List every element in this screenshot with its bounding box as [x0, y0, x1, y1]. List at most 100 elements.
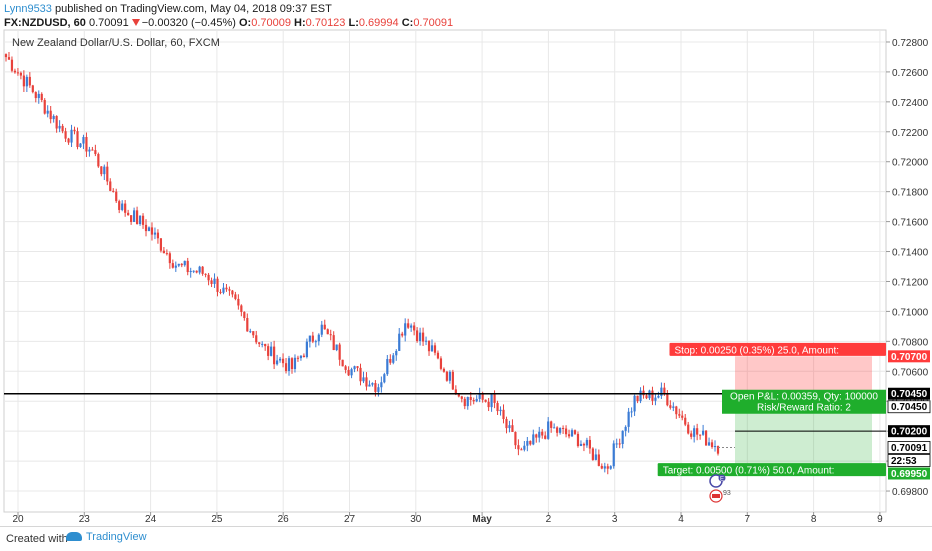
- candle: [135, 206, 139, 225]
- candle: [433, 342, 437, 356]
- price-tag-label: 0.70200: [891, 427, 928, 438]
- candle: [267, 343, 270, 361]
- rr-text: Risk/Reward Ratio: 2: [757, 403, 851, 414]
- candle: [112, 188, 115, 193]
- candle: [171, 259, 174, 269]
- tradingview-logo[interactable]: TradingView: [66, 531, 147, 543]
- price-tag-label: 0.70700: [891, 352, 928, 363]
- candle: [395, 349, 398, 361]
- candle: [207, 272, 210, 286]
- flag-event-icon[interactable]: 93: [709, 489, 731, 503]
- candle: [150, 222, 154, 241]
- candle: [91, 146, 94, 151]
- time-axis[interactable]: 20 23 24 25 26 27 30 May 2 3 4 7 8 9: [12, 512, 883, 525]
- candle: [538, 426, 541, 443]
- candle: [183, 260, 186, 267]
- y-tick-label: 0.72800: [892, 38, 929, 49]
- candle: [633, 394, 636, 416]
- stop-label-text: Stop: 0.00250 (0.35%) 25.0, Amount:: [675, 345, 840, 356]
- candle: [198, 265, 201, 275]
- candle: [523, 441, 526, 452]
- price-tag-label: 0.69950: [891, 469, 928, 480]
- candle: [418, 327, 422, 346]
- candle: [472, 397, 475, 405]
- candle: [52, 114, 55, 123]
- candle: [156, 229, 160, 244]
- candle: [314, 339, 317, 348]
- candle: [567, 429, 571, 439]
- candles: [4, 52, 720, 475]
- candle: [320, 320, 323, 338]
- y-tick-label: 0.72400: [892, 98, 929, 109]
- position-labels: Stop: 0.00250 (0.35%) 25.0, Amount: Open …: [657, 342, 886, 477]
- candle: [559, 427, 562, 435]
- price-tag-label: 0.70091: [891, 443, 928, 454]
- candle: [672, 402, 675, 412]
- event-label: E: [720, 476, 724, 482]
- candle: [404, 318, 407, 342]
- open-value: 0.70009: [251, 17, 291, 29]
- x-tick-label: 25: [211, 514, 223, 525]
- candle: [585, 437, 589, 448]
- earnings-event-icon[interactable]: E: [709, 474, 726, 488]
- target-label-text: Target: 0.00500 (0.71%) 50.0, Amount:: [663, 466, 835, 477]
- candle: [261, 341, 264, 348]
- price-tag: 22:53: [887, 454, 931, 467]
- candle: [430, 339, 434, 352]
- y-tick-label: 0.71000: [892, 307, 929, 318]
- candle: [177, 263, 180, 268]
- y-tick-label: 0.71400: [892, 248, 929, 259]
- candle: [168, 251, 171, 269]
- candle: [174, 261, 177, 272]
- candle: [222, 283, 225, 295]
- candle: [210, 277, 213, 288]
- candle: [79, 143, 82, 148]
- candle: [287, 355, 291, 376]
- candle: [353, 365, 356, 373]
- close-value: 0.70091: [413, 17, 454, 29]
- candle: [258, 342, 261, 348]
- candle: [275, 354, 279, 366]
- candle: [505, 416, 508, 434]
- x-tick-label: 27: [344, 514, 356, 525]
- candle: [556, 426, 559, 437]
- candle: [216, 276, 219, 297]
- candle: [305, 338, 308, 359]
- author-link[interactable]: Lynn9533: [4, 3, 52, 15]
- candle: [612, 440, 615, 469]
- candle: [416, 327, 419, 343]
- candle: [573, 429, 577, 435]
- candle: [335, 344, 338, 352]
- candle: [690, 430, 693, 440]
- event-markers[interactable]: E 93: [709, 474, 731, 503]
- candle: [532, 429, 535, 446]
- stop-zone: [735, 356, 872, 394]
- candle: [421, 327, 425, 347]
- price-tag-label: 22:53: [891, 456, 917, 467]
- candle: [398, 328, 401, 351]
- high-label: H:: [294, 17, 306, 29]
- candle: [237, 294, 240, 310]
- candle: [520, 447, 523, 451]
- candle: [502, 404, 505, 424]
- candle: [249, 328, 252, 334]
- price-chart[interactable]: New Zealand Dollar/U.S. Dollar, 60, FXCM…: [0, 0, 932, 526]
- candle: [195, 270, 198, 274]
- candle: [10, 56, 14, 73]
- candle: [144, 219, 148, 237]
- candle: [696, 423, 699, 441]
- price-tag: 0.70450: [887, 400, 931, 413]
- candle: [544, 431, 547, 440]
- candle: [64, 127, 67, 143]
- candle: [106, 161, 109, 186]
- candle: [564, 425, 568, 438]
- candle: [588, 435, 591, 454]
- candle: [511, 419, 514, 433]
- event-count: 93: [723, 490, 731, 497]
- candle: [153, 227, 157, 240]
- candle: [311, 331, 314, 344]
- candle: [240, 304, 243, 317]
- down-arrow-icon: [131, 19, 140, 26]
- candle: [165, 249, 168, 256]
- candle: [88, 146, 91, 157]
